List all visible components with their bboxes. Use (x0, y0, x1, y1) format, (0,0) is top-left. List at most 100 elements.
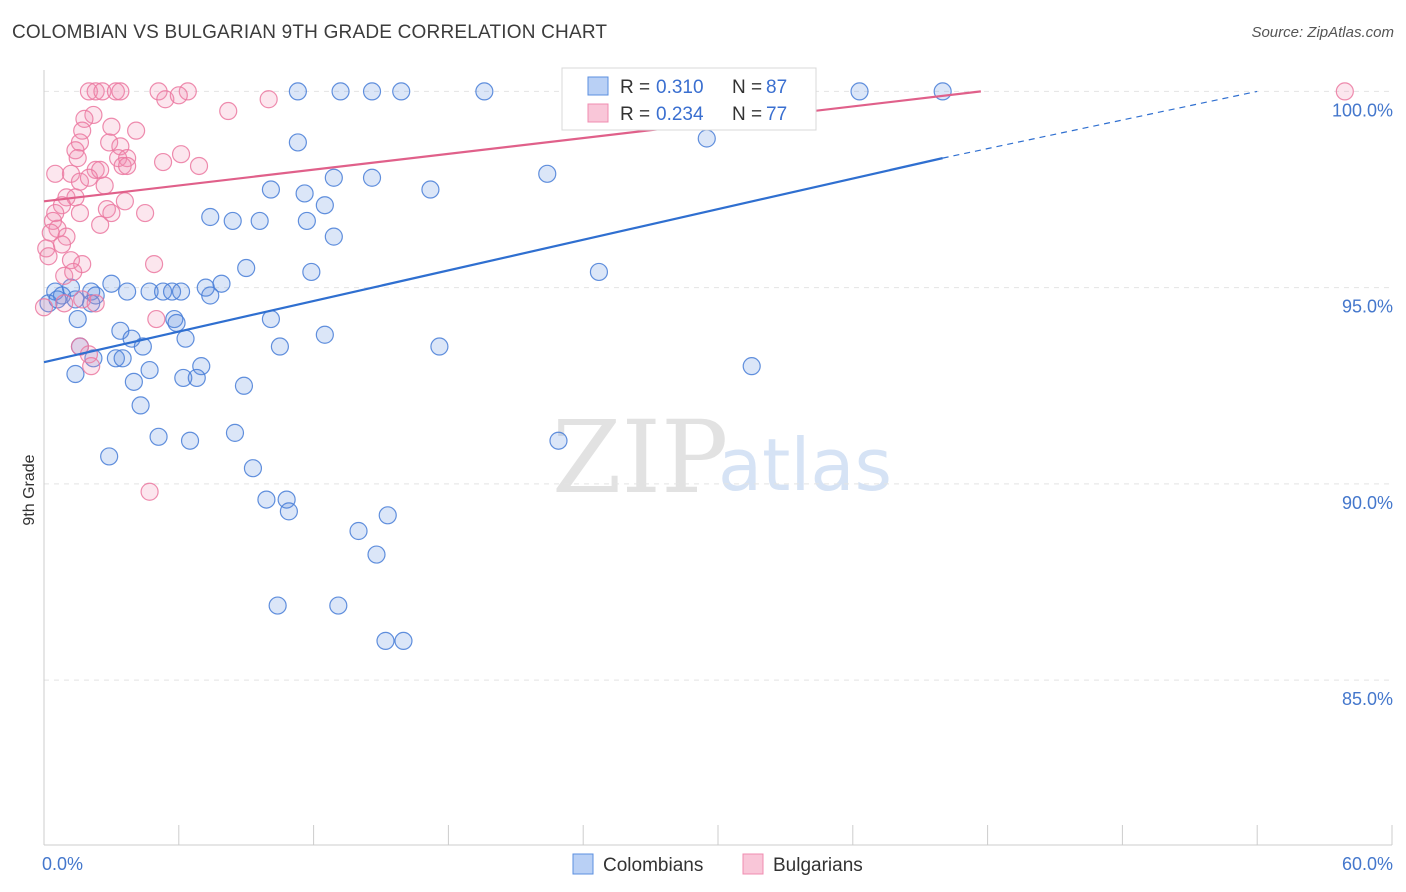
bulgarians-point (259, 90, 278, 109)
legend-swatch-bulgarians (587, 103, 609, 123)
legend-r-value-colombians: 0.310 (656, 77, 704, 98)
legend-n-label-bulgarians: N = (732, 104, 762, 125)
colombians-point (279, 502, 298, 521)
bulgarians-point (70, 203, 90, 223)
colombians-point (538, 164, 557, 183)
colombians-trend-line (43, 157, 943, 364)
colombians-point (421, 180, 440, 199)
bulgarians-point (178, 82, 197, 101)
colombians-point (288, 82, 307, 101)
bulgarians-point (91, 215, 110, 234)
colombians-point (225, 423, 245, 442)
colombians-point (324, 168, 343, 187)
colombians-point (329, 596, 348, 615)
colombians-point (315, 196, 334, 215)
bulgarians-point (61, 251, 81, 270)
bulgarians-point (79, 168, 99, 187)
bulgarians-point (55, 294, 74, 313)
colombians-point (133, 337, 152, 356)
colombians-point (140, 360, 159, 380)
bulgarians-point (95, 176, 114, 195)
bulgarians-point (156, 90, 175, 109)
colombians-point (362, 168, 382, 187)
colombians-point (288, 133, 307, 152)
legend-r-label-bulgarians: R = (620, 104, 650, 125)
bulgarians-point (189, 156, 209, 176)
bulgarians-point (64, 262, 83, 282)
bulgarians-point (147, 309, 166, 329)
legend-swatch-colombians (587, 76, 609, 96)
x-tick-label-min: 0.0% (42, 854, 83, 874)
colombians-point (82, 294, 101, 313)
watermark-atlas: atlas (718, 423, 892, 507)
bulgarians-point (219, 101, 238, 121)
bulgarians-point (46, 164, 65, 183)
bulgarians-point (144, 255, 164, 274)
colombians-point (201, 207, 220, 227)
chart-title: COLOMBIAN VS BULGARIAN 9TH GRADE CORRELA… (12, 22, 608, 43)
colombians-point (742, 357, 761, 376)
colombians-point (549, 431, 568, 450)
bulgarians-point (55, 266, 74, 285)
bulgarians-point (86, 294, 105, 313)
bulgarians-point (79, 82, 99, 101)
colombians-point (362, 82, 382, 101)
legend-n-label-colombians: N = (732, 77, 762, 98)
colombians-point (376, 631, 395, 651)
colombians-point (270, 337, 289, 356)
colombians-point (850, 82, 869, 101)
bulgarians-trend-line (43, 90, 981, 203)
bulgarians-point (75, 109, 94, 128)
colombians-point (589, 262, 609, 282)
y-tick-label: 85.0% (1342, 689, 1393, 709)
colombians-point (174, 368, 193, 388)
colombians-point (277, 490, 296, 509)
bulgarians-point (52, 235, 72, 254)
colombians-point (302, 262, 321, 282)
y-axis-label: 9th Grade (21, 454, 38, 525)
colombians-point (106, 349, 125, 368)
bulgarians-point (153, 152, 173, 172)
bulgarians-point (34, 298, 54, 317)
colombians-point (102, 274, 121, 293)
colombians-point (201, 286, 220, 305)
y-tick-label: 100.0% (1332, 100, 1393, 120)
colombians-point (187, 368, 206, 388)
colombians-point (378, 506, 397, 525)
y-tick-label: 90.0% (1342, 493, 1393, 513)
colombians-point (261, 180, 281, 199)
colombians-point (234, 376, 254, 395)
colombians-point (100, 447, 119, 466)
bulgarians-point (73, 290, 92, 309)
colombians-point (212, 274, 231, 293)
points-layer (34, 82, 1354, 651)
bulgarians-point (127, 121, 146, 140)
colombians-point (140, 282, 159, 301)
bulgarians-point (113, 156, 132, 176)
colombians-point (430, 337, 449, 356)
bulgarians-point (169, 86, 188, 105)
trend-layer (43, 90, 1258, 364)
bulgarians-point (86, 82, 105, 101)
bulgarians-point (93, 82, 112, 101)
colombians-point (149, 427, 168, 446)
chart-source: Source: ZipAtlas.com (1251, 24, 1394, 41)
colombians-point (192, 357, 211, 376)
colombians-point (68, 309, 87, 329)
x-tick-label-max: 60.0% (1342, 854, 1393, 874)
bulgarians-point (106, 82, 125, 101)
colombians-point (331, 82, 350, 101)
colombians-point (392, 82, 411, 101)
correlation-legend: R = 0.310 N = 87 R = 0.234 N = 77 (561, 67, 817, 131)
bulgarians-point (118, 156, 137, 176)
watermark-zip: ZIP (552, 399, 728, 516)
colombians-point (176, 329, 195, 348)
colombians-point (475, 82, 494, 101)
colombians-point (250, 211, 269, 231)
bulgarians-point (111, 82, 130, 101)
colombians-point (66, 364, 85, 384)
bulgarians-point (73, 121, 92, 140)
bulgarians-point (84, 105, 103, 125)
bulgarians-point (136, 203, 155, 223)
